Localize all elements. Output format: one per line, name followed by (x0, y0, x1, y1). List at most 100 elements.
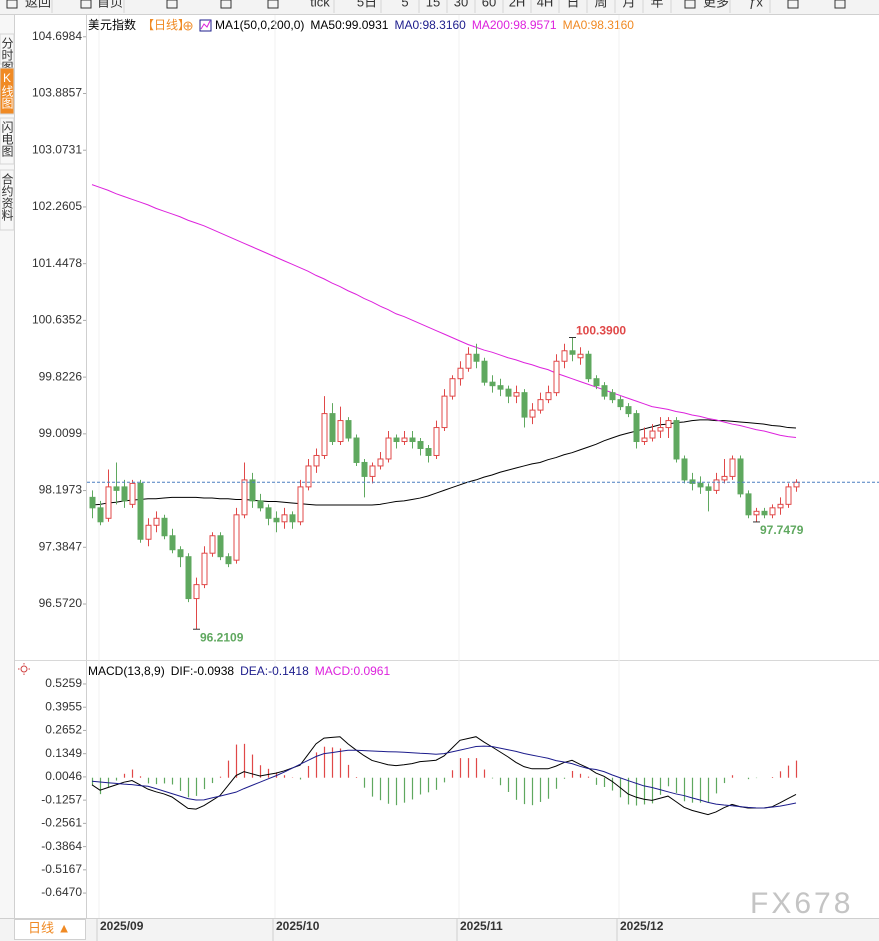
candle-body (137, 482, 144, 540)
candle-body (97, 507, 104, 523)
side-tab[interactable] (0, 67, 15, 115)
candle-body (521, 392, 528, 418)
candle-body (385, 437, 392, 460)
candle-body (273, 517, 280, 523)
candle-body (217, 535, 224, 558)
toolbar-button[interactable]: 4H (537, 0, 554, 9)
toolbar-icon[interactable] (267, 0, 279, 9)
y-tick-label: 101.4478 (32, 256, 82, 270)
candle-body (105, 486, 112, 519)
candle-body (377, 458, 384, 467)
toolbar-button[interactable]: 日 (566, 0, 579, 9)
y-tick-label: 0.3955 (45, 699, 82, 713)
settings-icon[interactable] (20, 665, 28, 673)
candle-body (545, 392, 552, 401)
toolbar-icon[interactable] (684, 0, 696, 9)
candle-body (681, 458, 688, 481)
timeframe[interactable]: 日线 ▲ (28, 920, 70, 935)
add-indicator-icon[interactable] (183, 21, 193, 31)
candle-body (601, 385, 608, 397)
toolbar-button[interactable]: 2H (509, 0, 526, 9)
candle-body (457, 367, 464, 380)
toolbar-button[interactable]: 周 (594, 0, 607, 9)
toolbar-button[interactable]: 60 (482, 0, 496, 9)
side-tab-label[interactable]: 分时图 (0, 37, 14, 73)
candle-body (473, 353, 480, 362)
candle-body (209, 535, 216, 554)
y-tick-label: 103.0731 (32, 142, 82, 156)
candle-body (561, 350, 568, 362)
toolbar-icon[interactable] (834, 0, 846, 9)
candle-body (577, 353, 584, 359)
toolbar-button[interactable]: 返回 (25, 0, 51, 9)
toolbar-button[interactable]: 月 (622, 0, 635, 9)
macd-line (91, 745, 797, 809)
extreme-label: 96.2109 (200, 630, 244, 644)
legend-entry: MA50:99.0931 (310, 18, 388, 32)
macd-line (91, 736, 797, 816)
side-tab[interactable] (0, 33, 15, 65)
candle-body (481, 360, 488, 383)
side-tab[interactable] (0, 117, 15, 165)
x-tick-label: 2025/12 (620, 919, 664, 933)
y-tick-label: 99.8226 (39, 369, 83, 383)
toolbar-button[interactable]: 5日 (357, 0, 377, 9)
candle-body (649, 430, 656, 439)
toolbar-icon[interactable] (6, 0, 18, 9)
candle-body (281, 514, 288, 523)
candle-body (89, 496, 96, 509)
toolbar-icon[interactable] (220, 0, 232, 9)
toolbar-button[interactable]: 首页 (97, 0, 123, 9)
candle-body (193, 584, 200, 600)
toolbar-button[interactable]: ƒx (749, 0, 763, 9)
candle-body (721, 475, 728, 481)
candle-body (321, 413, 328, 456)
toolbar-button[interactable]: 15 (426, 0, 440, 9)
chart-title: MACD(13,8,9) (88, 664, 165, 678)
candle-body (185, 556, 192, 600)
extreme-label: 97.7479 (760, 523, 804, 537)
toolbar-icon[interactable] (166, 0, 178, 9)
candle-body (305, 465, 312, 488)
candle-body (145, 524, 152, 540)
candle-body (705, 486, 712, 491)
y-tick-label: 0.1349 (45, 746, 82, 760)
legend-entry: MA0:98.3160 (394, 18, 466, 32)
candle-body (329, 413, 336, 443)
y-tick-label: 0.5259 (45, 676, 82, 690)
toolbar-button[interactable]: 年 (650, 0, 663, 9)
timeframe-box[interactable] (14, 919, 86, 940)
side-tab-label[interactable]: K线图 (0, 71, 14, 109)
toolbar-button[interactable]: 更多 (703, 0, 729, 9)
chart-subtitle: 【日线】 (142, 18, 190, 32)
candle-body (697, 482, 704, 488)
toolbar-button[interactable]: 30 (454, 0, 468, 9)
candle-body (113, 486, 120, 491)
candle-body (353, 437, 360, 463)
side-tab-label[interactable]: 合约资料 (0, 172, 14, 221)
toolbar-icon[interactable] (80, 0, 92, 9)
candle-body (433, 427, 440, 456)
side-tab-label[interactable]: 闪电图 (0, 121, 14, 157)
candle-body (465, 353, 472, 369)
candle-body (121, 486, 128, 502)
chart-title: 美元指数 (88, 17, 136, 32)
toolbar-button[interactable]: 5 (401, 0, 408, 9)
footer-bar (0, 918, 879, 941)
side-tab[interactable] (0, 169, 15, 231)
candle-body (657, 427, 664, 432)
toolbar (0, 0, 879, 14)
candle-body (441, 395, 448, 429)
y-tick-label: 100.6352 (32, 313, 82, 327)
candle-body (225, 556, 232, 565)
candle-body (769, 507, 776, 516)
indicator-icon[interactable] (199, 19, 212, 32)
toolbar-icon[interactable] (787, 0, 799, 9)
candle-body (777, 503, 784, 509)
candle-body (497, 385, 504, 390)
y-tick-label: 97.3847 (39, 539, 83, 553)
toolbar-button[interactable]: tick (310, 0, 330, 9)
legend-entry: DIF:-0.0938 (171, 664, 235, 678)
indicator-label: MA1(50,0,200,0) (215, 18, 304, 32)
candle-body (505, 388, 512, 397)
